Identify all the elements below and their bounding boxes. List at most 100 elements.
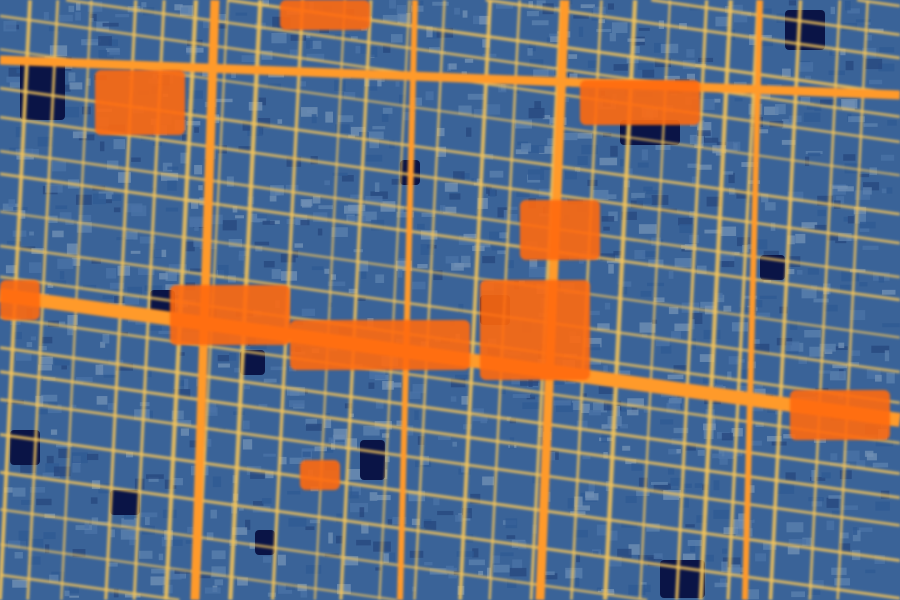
block xyxy=(174,4,183,11)
block xyxy=(576,554,581,563)
block xyxy=(43,532,56,540)
block xyxy=(847,236,858,242)
block xyxy=(776,483,795,494)
block xyxy=(344,92,356,99)
block xyxy=(641,149,648,161)
block xyxy=(638,555,656,564)
block xyxy=(836,196,845,204)
block xyxy=(158,553,164,561)
block xyxy=(211,550,226,560)
block xyxy=(528,41,536,52)
cold-spot xyxy=(240,350,265,375)
block xyxy=(417,436,425,445)
block xyxy=(271,269,281,279)
block xyxy=(790,320,798,330)
block xyxy=(37,409,48,415)
block xyxy=(859,282,868,287)
block xyxy=(461,462,469,473)
block xyxy=(561,132,578,141)
block xyxy=(752,300,763,308)
block xyxy=(471,178,477,183)
block xyxy=(550,36,562,43)
block xyxy=(145,370,152,378)
block xyxy=(461,396,469,405)
block xyxy=(263,378,277,383)
block xyxy=(171,410,184,420)
block xyxy=(727,371,732,380)
block xyxy=(764,106,779,116)
block xyxy=(53,466,71,477)
block xyxy=(300,219,310,226)
block xyxy=(324,180,330,186)
block xyxy=(452,441,457,447)
block xyxy=(39,356,53,365)
block xyxy=(875,374,882,382)
block xyxy=(403,425,414,436)
block xyxy=(599,157,618,166)
block xyxy=(654,58,671,68)
block xyxy=(243,385,251,390)
hot-zones xyxy=(0,0,890,490)
block xyxy=(601,424,618,429)
block xyxy=(423,521,437,530)
block xyxy=(417,223,425,230)
block xyxy=(878,275,885,283)
block xyxy=(145,474,164,479)
block xyxy=(787,191,804,202)
block xyxy=(207,438,212,447)
block xyxy=(634,249,646,260)
block xyxy=(749,34,759,46)
block xyxy=(575,577,580,587)
block xyxy=(305,526,315,531)
block xyxy=(397,268,403,278)
block xyxy=(98,36,112,46)
block xyxy=(479,15,490,25)
block xyxy=(109,282,125,289)
block xyxy=(427,29,442,39)
block xyxy=(204,402,217,413)
block xyxy=(522,402,540,410)
block xyxy=(689,319,695,330)
block xyxy=(48,26,60,32)
block xyxy=(838,232,852,242)
block xyxy=(421,212,435,217)
block xyxy=(395,81,400,87)
block xyxy=(706,196,722,207)
block xyxy=(117,265,131,276)
block xyxy=(218,13,227,23)
block xyxy=(862,187,872,195)
block xyxy=(263,453,276,457)
block xyxy=(723,305,732,312)
block xyxy=(262,220,275,225)
block xyxy=(286,386,305,396)
block xyxy=(383,44,391,53)
block xyxy=(673,427,689,434)
block xyxy=(609,33,616,42)
block xyxy=(799,62,814,72)
block xyxy=(350,36,358,40)
block xyxy=(722,548,728,554)
cold-spot xyxy=(255,530,275,555)
block xyxy=(278,584,293,594)
block xyxy=(531,20,549,26)
block xyxy=(840,284,852,294)
block xyxy=(691,313,703,324)
block xyxy=(347,468,365,480)
block xyxy=(607,194,617,200)
block xyxy=(682,553,696,564)
block xyxy=(736,237,751,247)
block xyxy=(343,556,359,566)
block xyxy=(755,422,764,428)
block xyxy=(628,584,646,595)
block xyxy=(613,64,628,71)
block xyxy=(184,378,189,390)
block xyxy=(56,444,73,448)
block xyxy=(12,579,28,588)
block xyxy=(126,452,134,458)
block xyxy=(38,364,52,371)
block xyxy=(852,527,858,535)
block xyxy=(20,462,36,473)
block xyxy=(512,394,531,399)
block xyxy=(859,227,870,232)
block xyxy=(288,518,307,527)
